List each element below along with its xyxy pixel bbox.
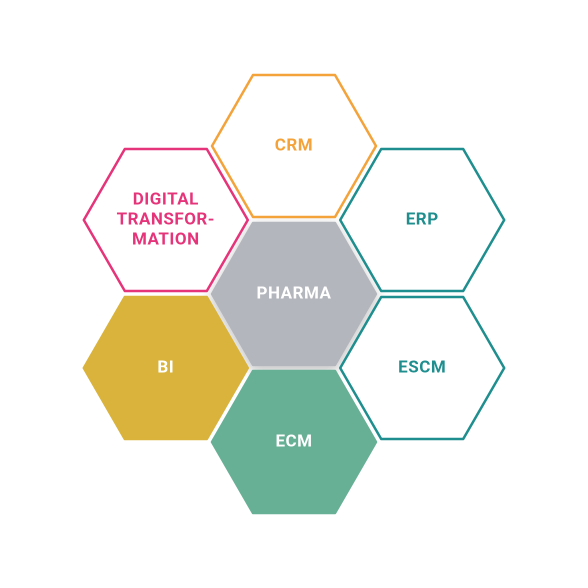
hex-label-crm: CRM [275,135,313,155]
hex-digital: DIGITALTRANSFOR-MATION [84,149,248,291]
hex-erp: ERP [340,149,504,291]
hex-escm: ESCM [340,297,504,439]
hex-crm: CRM [212,75,376,217]
hex-label-pharma: PHARMA [257,283,332,303]
hex-ecm: ECM [212,371,376,513]
hex-label-ecm: ECM [275,432,312,452]
hex-label-erp: ERP [406,209,439,229]
hex-label-escm: ESCM [398,357,446,377]
hexagon-diagram: PHARMA CRM ERP ESCM ECM BI DIGITALTRANSFOR-MAT… [0,0,588,588]
hex-pharma: PHARMA [212,223,376,365]
hex-label-bi: BI [157,357,174,377]
hex-bi: BI [84,297,248,439]
